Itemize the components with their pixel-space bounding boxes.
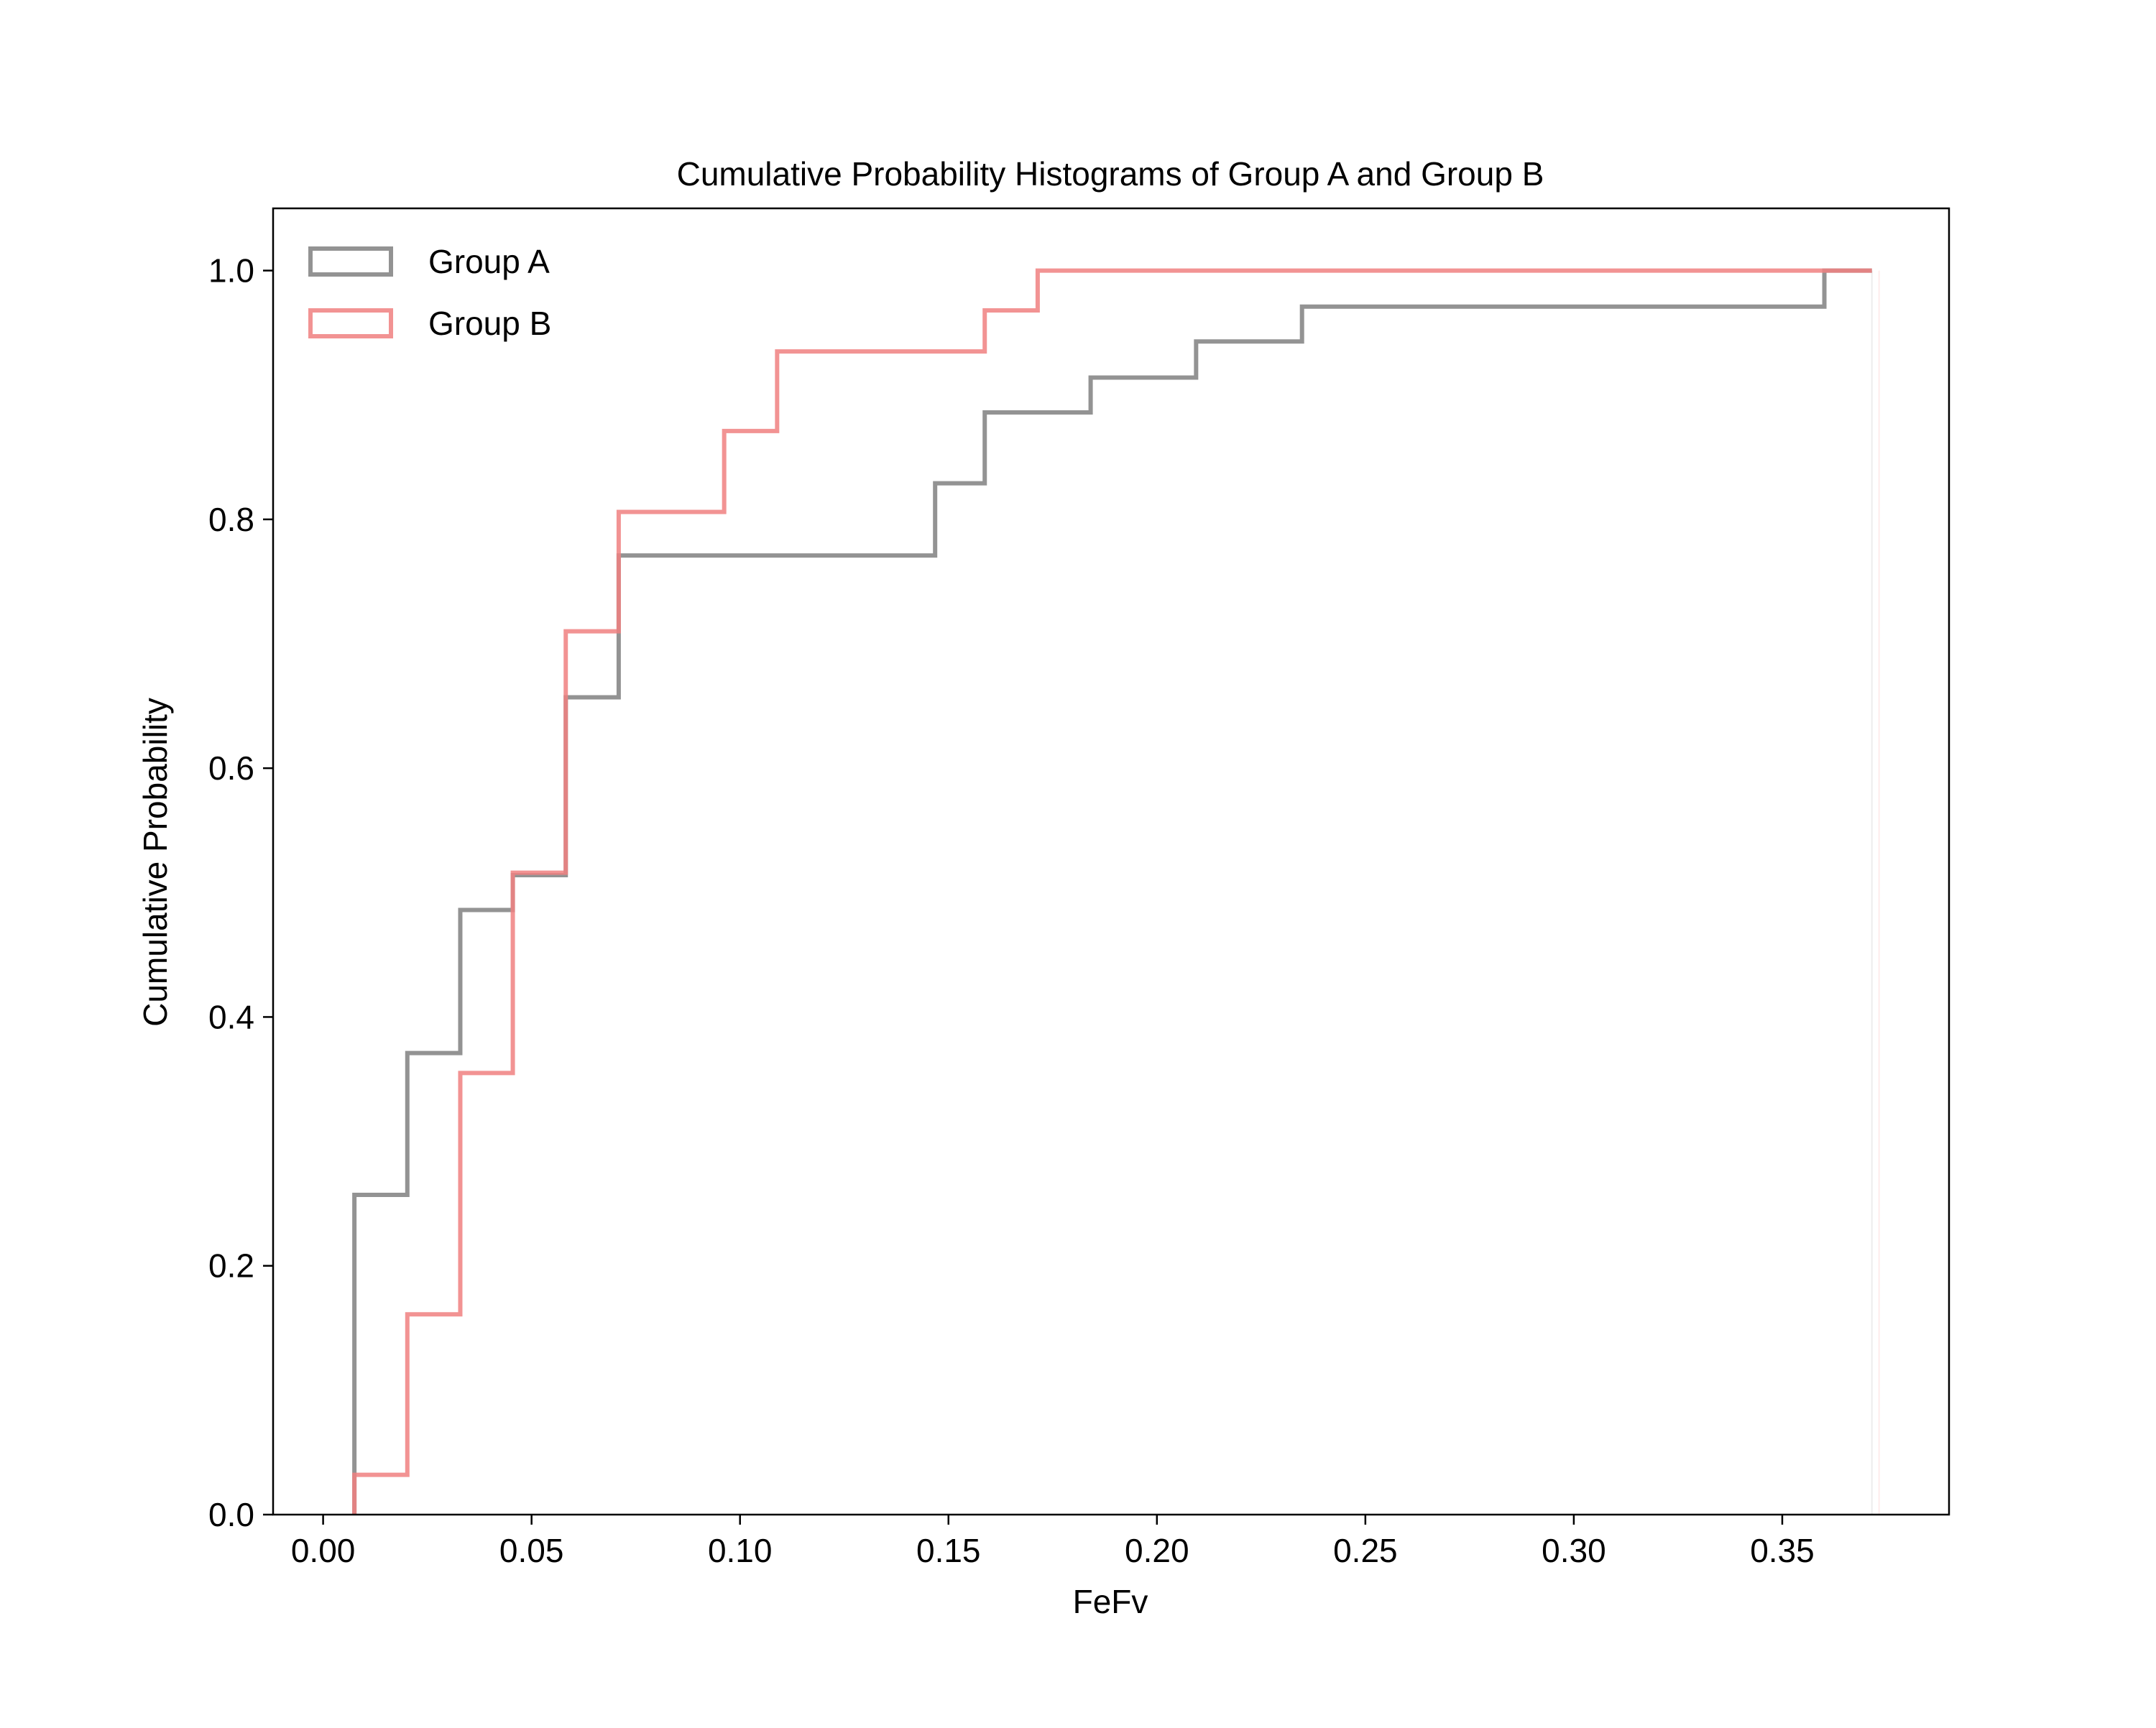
x-tick-label: 0.05 [499, 1532, 564, 1569]
y-tick-label: 0.6 [208, 749, 254, 787]
legend-label-group-b: Group B [428, 305, 551, 342]
legend-label-group-a: Group A [428, 243, 550, 280]
series-line-group-b [352, 268, 1872, 1515]
x-tick-label: 0.20 [1125, 1532, 1189, 1569]
legend-swatch-group-a [308, 246, 393, 277]
y-tick-label: 0.2 [208, 1247, 254, 1285]
x-tick-label: 0.00 [291, 1532, 356, 1569]
y-axis-label: Cumulative Probability [137, 698, 174, 1027]
plot-frame [272, 207, 1950, 1516]
x-tick-label: 0.25 [1333, 1532, 1398, 1569]
y-tick-label: 0.8 [208, 501, 254, 538]
chart-title: Cumulative Probability Histograms of Gro… [677, 155, 1544, 193]
x-tick-label: 0.30 [1542, 1532, 1606, 1569]
series-line-group-a [352, 268, 1872, 1515]
legend-swatch-group-b [308, 308, 393, 338]
y-tick-label: 0.4 [208, 998, 254, 1035]
x-tick-label: 0.15 [916, 1532, 981, 1569]
x-axis-label: FeFv [1073, 1583, 1148, 1620]
legend: Group A Group B [308, 243, 551, 342]
x-tick-label: 0.35 [1750, 1532, 1815, 1569]
x-tick-label: 0.10 [708, 1532, 773, 1569]
y-tick-label: 1.0 [208, 252, 254, 290]
plot-area: 0.00 0.05 0.10 0.15 0.20 0.25 0.30 0.35 0.0 0.2 0.… [208, 207, 1950, 1569]
y-tick-label: 0.0 [208, 1496, 254, 1533]
